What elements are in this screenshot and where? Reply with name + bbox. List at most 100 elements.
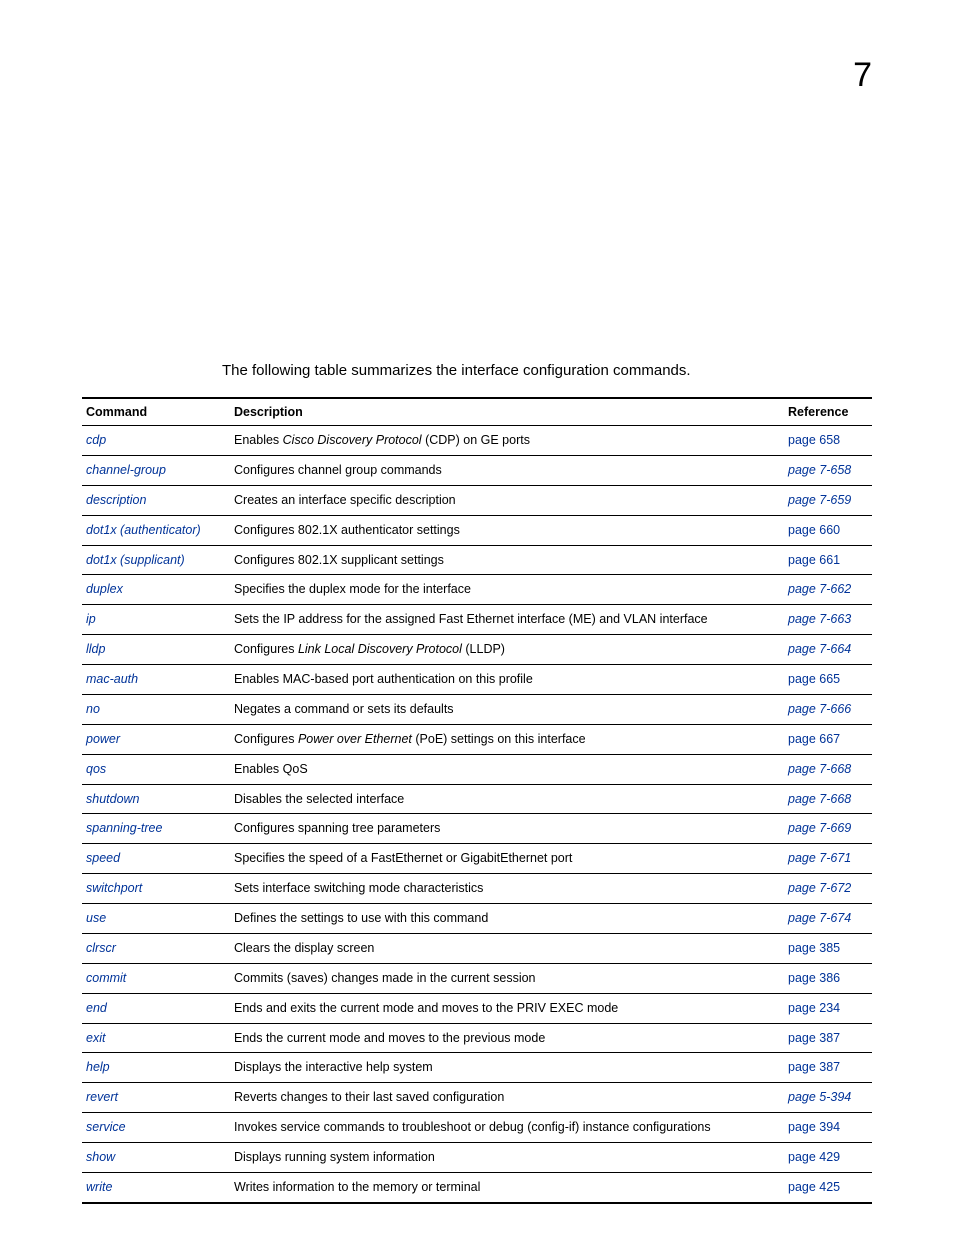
- reference-link[interactable]: page 5-394: [788, 1090, 851, 1104]
- reference-link[interactable]: page 387: [788, 1031, 840, 1045]
- table-row: qosEnables QoSpage 7-668: [82, 754, 872, 784]
- description-cell: Disables the selected interface: [230, 784, 784, 814]
- command-link[interactable]: description: [86, 493, 146, 507]
- command-link[interactable]: ip: [86, 612, 96, 626]
- description-cell: Configures 802.1X supplicant settings: [230, 545, 784, 575]
- description-cell: Specifies the duplex mode for the interf…: [230, 575, 784, 605]
- header-reference: Reference: [784, 398, 872, 426]
- command-link[interactable]: power: [86, 732, 120, 746]
- description-cell: Clears the display screen: [230, 933, 784, 963]
- reference-link[interactable]: page 7-669: [788, 821, 851, 835]
- reference-link[interactable]: page 658: [788, 433, 840, 447]
- reference-link[interactable]: page 7-672: [788, 881, 851, 895]
- reference-link[interactable]: page 7-671: [788, 851, 851, 865]
- description-cell: Negates a command or sets its defaults: [230, 694, 784, 724]
- table-row: ip Sets the IP address for the assigned F…: [82, 605, 872, 635]
- command-link[interactable]: qos: [86, 762, 106, 776]
- reference-link[interactable]: page 385: [788, 941, 840, 955]
- reference-link[interactable]: page 429: [788, 1150, 840, 1164]
- description-cell: Configures Power over Ethernet (PoE) set…: [230, 724, 784, 754]
- command-link[interactable]: lldp: [86, 642, 105, 656]
- command-link[interactable]: clrscr: [86, 941, 116, 955]
- reference-link[interactable]: page 667: [788, 732, 840, 746]
- command-link[interactable]: switchport: [86, 881, 142, 895]
- reference-link[interactable]: page 7-668: [788, 792, 851, 806]
- description-cell: Creates an interface specific descriptio…: [230, 485, 784, 515]
- description-cell: Commits (saves) changes made in the curr…: [230, 963, 784, 993]
- reference-link[interactable]: page 7-663: [788, 612, 851, 626]
- command-link[interactable]: shutdown: [86, 792, 140, 806]
- reference-link[interactable]: page 7-658: [788, 463, 851, 477]
- table-row: spanning-tree Configures spanning tree pa…: [82, 814, 872, 844]
- commands-table: Command Description Reference cdpEnables…: [82, 397, 872, 1204]
- command-link[interactable]: show: [86, 1150, 115, 1164]
- reference-link[interactable]: page 387: [788, 1060, 840, 1074]
- table-row: use Defines the settings to use with this…: [82, 904, 872, 934]
- description-cell: Specifies the speed of a FastEthernet or…: [230, 844, 784, 874]
- command-link[interactable]: help: [86, 1060, 110, 1074]
- description-cell: Configures Link Local Discovery Protocol…: [230, 635, 784, 665]
- command-link[interactable]: write: [86, 1180, 112, 1194]
- table-row: dot1x (authenticator) Configures 802.1X a…: [82, 515, 872, 545]
- command-link[interactable]: speed: [86, 851, 120, 865]
- description-cell: Sets interface switching mode characteri…: [230, 874, 784, 904]
- intro-text: The following table summarizes the inter…: [222, 362, 872, 379]
- description-cell: Configures spanning tree parameters: [230, 814, 784, 844]
- page-number: 7: [853, 56, 872, 95]
- command-link[interactable]: cdp: [86, 433, 106, 447]
- reference-link[interactable]: page 7-666: [788, 702, 851, 716]
- command-link[interactable]: service: [86, 1120, 126, 1134]
- description-cell: Configures 802.1X authenticator settings: [230, 515, 784, 545]
- reference-link[interactable]: page 7-664: [788, 642, 851, 656]
- command-link[interactable]: commit: [86, 971, 126, 985]
- description-cell: Writes information to the memory or term…: [230, 1172, 784, 1202]
- table-row: description Creates an interface specific…: [82, 485, 872, 515]
- command-link[interactable]: mac-auth: [86, 672, 138, 686]
- table-row: exit Ends the current mode and moves to t…: [82, 1023, 872, 1053]
- command-link[interactable]: dot1x (authenticator): [86, 523, 201, 537]
- reference-link[interactable]: page 394: [788, 1120, 840, 1134]
- document-page: 7 The following table summarizes the int…: [0, 0, 954, 1244]
- table-row: dot1x (supplicant) Configures 802.1X supp…: [82, 545, 872, 575]
- command-link[interactable]: use: [86, 911, 106, 925]
- command-link[interactable]: spanning-tree: [86, 821, 162, 835]
- table-row: revertReverts changes to their last save…: [82, 1083, 872, 1113]
- reference-link[interactable]: page 661: [788, 553, 840, 567]
- reference-link[interactable]: page 7-674: [788, 911, 851, 925]
- description-cell: Invokes service commands to troubleshoot…: [230, 1113, 784, 1143]
- command-link[interactable]: end: [86, 1001, 107, 1015]
- reference-link[interactable]: page 425: [788, 1180, 840, 1194]
- table-row: switchport Sets interface switching mode …: [82, 874, 872, 904]
- table-row: cdpEnables Cisco Discovery Protocol (CDP…: [82, 426, 872, 456]
- table-row: help Displays the interactive help system…: [82, 1053, 872, 1083]
- reference-link[interactable]: page 386: [788, 971, 840, 985]
- reference-link[interactable]: page 7-668: [788, 762, 851, 776]
- command-link[interactable]: revert: [86, 1090, 118, 1104]
- reference-link[interactable]: page 660: [788, 523, 840, 537]
- description-cell: Enables MAC-based port authentication on…: [230, 665, 784, 695]
- reference-link[interactable]: page 234: [788, 1001, 840, 1015]
- description-cell: Ends and exits the current mode and move…: [230, 993, 784, 1023]
- reference-link[interactable]: page 7-662: [788, 582, 851, 596]
- description-cell: Defines the settings to use with this co…: [230, 904, 784, 934]
- table-row: mac-auth Enables MAC-based port authentic…: [82, 665, 872, 695]
- command-link[interactable]: dot1x (supplicant): [86, 553, 185, 567]
- description-cell: Displays the interactive help system: [230, 1053, 784, 1083]
- table-row: channel-group Configures channel group co…: [82, 455, 872, 485]
- table-row: no Negates a command or sets its defaults…: [82, 694, 872, 724]
- command-link[interactable]: no: [86, 702, 100, 716]
- description-cell: Sets the IP address for the assigned Fas…: [230, 605, 784, 635]
- table-row: duplex Specifies the duplex mode for the …: [82, 575, 872, 605]
- table-header-row: Command Description Reference: [82, 398, 872, 426]
- command-link[interactable]: exit: [86, 1031, 105, 1045]
- table-row: power Configures Power over Ethernet (PoE…: [82, 724, 872, 754]
- description-cell: Configures channel group commands: [230, 455, 784, 485]
- reference-link[interactable]: page 665: [788, 672, 840, 686]
- description-cell: Displays running system information: [230, 1143, 784, 1173]
- description-cell: Ends the current mode and moves to the p…: [230, 1023, 784, 1053]
- command-link[interactable]: channel-group: [86, 463, 166, 477]
- table-row: show Displays running system information p…: [82, 1143, 872, 1173]
- command-link[interactable]: duplex: [86, 582, 123, 596]
- table-row: lldp Configures Link Local Discovery Prot…: [82, 635, 872, 665]
- reference-link[interactable]: page 7-659: [788, 493, 851, 507]
